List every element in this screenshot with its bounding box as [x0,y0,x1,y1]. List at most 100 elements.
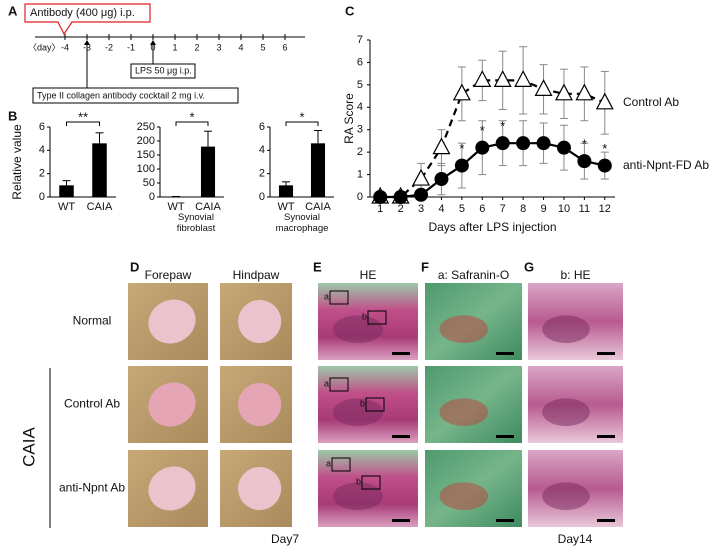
tick-label: 4 [238,42,243,52]
column-header: Hindpaw [233,268,280,282]
scale-bar [496,519,514,522]
panel-label: A [8,3,18,18]
x-label-box: Synovial fibroblast [176,212,216,234]
y-tick-label: 3 [357,124,363,136]
roi-label: b [360,398,365,408]
tissue-shape [333,482,383,511]
tick-label: -2 [105,42,113,52]
scale-bar [496,435,514,438]
paw-shape [148,466,196,511]
roi-box [365,397,385,412]
marker [393,190,408,204]
tissue-shape [333,398,383,427]
scale-bar [496,352,514,355]
y-axis-label: RA Score [342,93,356,144]
footer: Day7 [271,532,299,546]
marker [534,79,553,96]
x-tick-label: 5 [459,203,465,215]
arrow-head [150,40,156,45]
scale-bar [392,519,410,522]
row-label: Normal [73,314,112,328]
x-tick-label: 2 [398,203,404,215]
x-tick-label: CAIA [305,201,331,213]
roi-label: b [362,311,367,321]
x-label-box: Synovial macrophage [275,212,329,234]
y-tick-label: 1 [357,168,363,180]
panel-label: D [130,259,139,274]
y-tick-label: 2 [259,168,265,180]
series-line [380,142,606,199]
significance-bracket [66,121,100,126]
y-tick-label: 4 [39,144,45,156]
x-tick-label: 7 [500,203,506,215]
roi-label: b [356,476,361,486]
significance-label: ** [78,109,88,124]
significance-label: * [500,119,505,134]
y-tick-label: 6 [39,121,45,133]
tissue-shape [542,315,590,344]
column-header: a: Safranin-O [438,268,509,282]
panel-label: G [524,259,534,274]
y-tick-label: 0 [149,191,155,203]
roi-box [329,377,349,392]
tick-label: -1 [127,42,135,52]
marker [536,136,551,151]
roi-box [361,475,381,490]
x-tick-label: WT [167,201,184,213]
column-header: HE [360,268,377,282]
x-axis-label: Days after LPS injection [428,220,556,234]
paw-shape [148,299,196,344]
group-label: CAIA [19,427,38,467]
marker [452,83,471,101]
y-tick-label: 0 [259,191,265,203]
roi-box [367,310,387,325]
lps-box [130,63,196,79]
y-tick-label: 50 [143,177,155,189]
footer: Day14 [558,532,593,546]
significance-bracket [175,121,209,126]
tick-label: -4 [61,42,69,52]
marker [475,140,490,155]
marker [554,83,573,101]
x-tick-label: WT [277,201,294,213]
x-tick-label: WT [58,201,75,213]
marker [414,187,429,202]
y-tick-label: 2 [39,168,45,180]
x-tick-label: 4 [438,203,444,215]
arrow-head [84,40,90,45]
paw-shape [238,466,282,511]
significance-label: * [189,109,194,124]
marker [493,70,512,87]
callout-text: Antibody (400 μg) i.p. [30,7,135,19]
tissue-shape [439,398,489,427]
paw-shape [148,382,196,427]
y-tick-label: 4 [259,144,265,156]
column-header: b: HE [560,268,590,282]
x-tick-label: 11 [579,203,590,215]
x-tick-label: 10 [558,203,570,215]
paw-shape [238,299,282,344]
tick-label: 3 [216,42,221,52]
x-axis-label: Synovial fibroblast [176,212,216,234]
scale-bar [597,352,615,355]
marker [434,172,449,187]
panel-label: B [8,108,17,123]
tissue-shape [542,398,590,427]
significance-label: * [299,109,304,124]
y-tick-label: 0 [357,191,363,203]
y-tick-label: 150 [137,149,155,161]
y-tick-label: 5 [357,79,363,91]
bar [59,185,74,197]
y-tick-label: 100 [137,163,155,175]
roi-box [329,290,349,305]
tick-label: 6 [282,42,287,52]
scale-bar [392,435,410,438]
x-tick-label: 6 [479,203,485,215]
roi-label: a [326,458,331,468]
significance-label: * [582,137,587,152]
marker [373,190,388,204]
marker [595,92,614,110]
tissue-shape [439,482,489,511]
x-axis-label: Synovial macrophage [275,212,329,234]
x-tick-label: CAIA [87,201,113,213]
